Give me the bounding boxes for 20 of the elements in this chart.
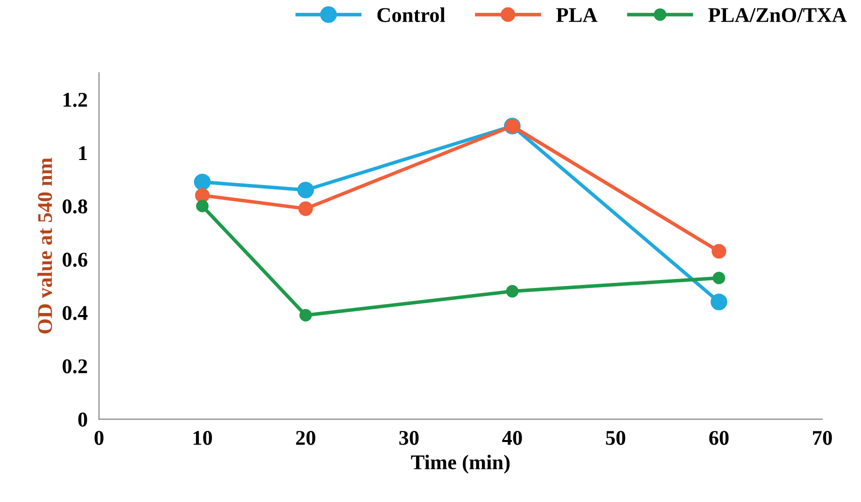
x-tick-label: 20 (296, 430, 316, 445)
x-tick-label: 60 (709, 430, 729, 445)
x-tick-label: 10 (194, 430, 212, 445)
legend-label: Control (377, 7, 446, 22)
y-tick-label: 1 (79, 146, 87, 160)
legend-label: PLA/ZnO/TXA (708, 8, 847, 22)
y-axis-title: OD value at 540 nm (37, 158, 52, 334)
y-tick-label: 0.4 (62, 306, 88, 320)
y-tick-label: 0.8 (62, 199, 88, 214)
y-tick-label: 0.6 (62, 252, 88, 267)
x-tick-label: 30 (399, 430, 419, 445)
y-tick-label: 0 (78, 412, 88, 427)
y-tick-label: 1.2 (64, 92, 88, 107)
legend-label: PLA (556, 8, 598, 22)
x-tick-label: 40 (502, 430, 522, 445)
x-tick-label: 50 (606, 430, 626, 445)
y-tick-label: 0.2 (62, 359, 88, 374)
x-tick-label: 0 (94, 430, 104, 445)
x-tick-label: 70 (813, 430, 832, 445)
x-axis-title: Time (min) (411, 454, 510, 474)
